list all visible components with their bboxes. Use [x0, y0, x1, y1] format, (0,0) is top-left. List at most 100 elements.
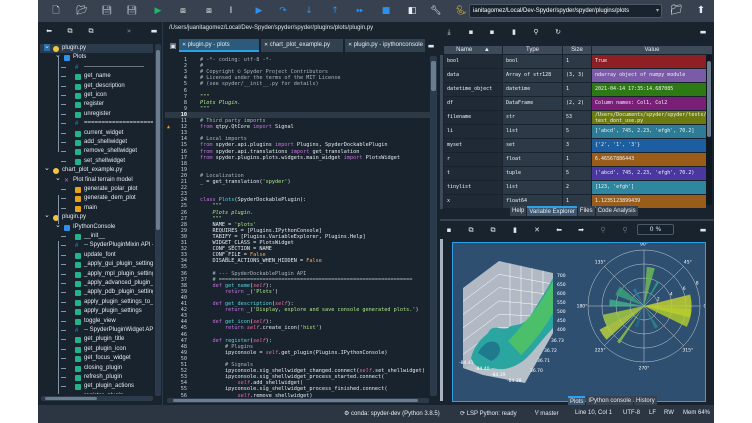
- previous-plot-icon[interactable]: ⬅: [556, 226, 562, 234]
- editor-tab[interactable]: ✕ chart_plot_example.py: [261, 39, 343, 52]
- outline-item[interactable]: # -- SpyderPluginMixin API -: [40, 241, 153, 250]
- variable-row[interactable]: datetime_object datetime 1 2021-04-14 17:35…: [444, 83, 710, 97]
- save-data-as-icon[interactable]: ▪: [489, 28, 495, 36]
- column-name[interactable]: Name ▲: [444, 46, 502, 54]
- outline-item[interactable]: ⌄ plugin.py: [40, 44, 153, 53]
- editor-tab[interactable]: ✕ plugin.py - plots: [179, 39, 259, 52]
- outline-item[interactable]: add_shellwidget: [40, 138, 153, 147]
- chevron-down-icon[interactable]: ⌄: [55, 221, 61, 229]
- go-back-icon[interactable]: ⬅: [46, 27, 52, 35]
- outline-item[interactable]: apply_plugin_settings: [40, 307, 153, 316]
- search-icon[interactable]: ⚲: [533, 28, 539, 36]
- variable-row[interactable]: r float 1 6.46567886443: [444, 153, 710, 167]
- outline-item[interactable]: get_plugin_icon: [40, 345, 153, 354]
- outline-item[interactable]: main: [40, 204, 153, 213]
- warning-icon[interactable]: ▲: [167, 124, 171, 131]
- outline-item[interactable]: # -- SpyderPluginWidget AP: [40, 326, 153, 335]
- outline-item[interactable]: current_widget: [40, 129, 153, 138]
- pane-tab[interactable]: Files: [577, 206, 595, 216]
- outline-item[interactable]: unregister: [40, 110, 153, 119]
- outline-item[interactable]: register: [40, 100, 153, 109]
- chevron-down-icon[interactable]: ⌄: [55, 174, 61, 182]
- close-tab-icon[interactable]: ✕: [348, 42, 354, 48]
- outline-item[interactable]: toggle_view: [40, 317, 153, 326]
- run-icon[interactable]: ▶: [154, 6, 162, 16]
- editor-tab[interactable]: ✕ plugin.py - ipythonconsole: [345, 39, 425, 52]
- run-cell-icon[interactable]: ⧈: [180, 6, 186, 16]
- outline-hscrollbar[interactable]: [41, 396, 153, 401]
- editor-menu-icon[interactable]: ▬: [427, 42, 435, 50]
- outline-item[interactable]: update_font: [40, 251, 153, 260]
- step-return-icon[interactable]: ↑: [331, 6, 339, 16]
- column-type[interactable]: Type: [503, 46, 562, 54]
- pane-menu-icon[interactable]: ▬: [699, 28, 707, 36]
- thumbnail-scrollbar[interactable]: [440, 239, 443, 401]
- pane-tab[interactable]: Help: [510, 206, 527, 216]
- column-value[interactable]: Value: [592, 46, 712, 54]
- outline-item[interactable]: get_description: [40, 82, 153, 91]
- editor-vscrollbar[interactable]: [430, 56, 437, 396]
- python-path-icon[interactable]: 🐍︎: [455, 6, 467, 16]
- maximize-pane-icon[interactable]: ◧: [407, 6, 417, 16]
- pane-tab[interactable]: History: [634, 396, 657, 406]
- variable-row[interactable]: myset set 3 {'2', '1', '3'}: [444, 139, 710, 153]
- outline-item[interactable]: __init__: [40, 232, 153, 241]
- outline-item[interactable]: _apply_mpl_plugin_setting: [40, 270, 153, 279]
- chevron-down-icon[interactable]: ⌄: [44, 165, 50, 173]
- save-icon[interactable]: 💾︎: [101, 6, 113, 16]
- outline-item[interactable]: get_plugin_title: [40, 335, 153, 344]
- outline-item[interactable]: generate_dem_plot: [40, 194, 153, 203]
- save-data-icon[interactable]: ▪: [468, 28, 474, 36]
- outline-item[interactable]: get_icon: [40, 91, 153, 100]
- git-branch-status[interactable]: Ⴤ master: [535, 410, 559, 417]
- outline-item[interactable]: remove_shellwidget: [40, 147, 153, 156]
- outline-item[interactable]: apply_plugin_settings_to_c: [40, 298, 153, 307]
- variable-row[interactable]: t tuple 5 ('abcd', 745, 2.23, 'efgh', 70.2): [444, 167, 710, 181]
- pane-menu-icon[interactable]: ▬: [150, 27, 158, 35]
- save-plot-icon[interactable]: ▪: [446, 226, 452, 234]
- variables-vscrollbar[interactable]: [706, 55, 712, 205]
- debug-icon[interactable]: ▶: [255, 6, 263, 16]
- more-icon[interactable]: »: [126, 27, 132, 35]
- zoom-out-icon[interactable]: ⚲: [622, 226, 628, 234]
- outline-item[interactable]: get_focus_widget: [40, 354, 153, 363]
- preferences-icon[interactable]: 🔧︎: [430, 6, 442, 16]
- outline-item[interactable]: ⌄ chart_plot_example.py: [40, 165, 153, 175]
- pane-tab[interactable]: IPython console: [586, 396, 634, 406]
- outline-item[interactable]: ⌄ plugin.py: [40, 212, 153, 222]
- parent-directory-icon[interactable]: ⬆: [696, 5, 706, 16]
- outline-item[interactable]: get_plugin_actions: [40, 382, 153, 391]
- pane-tab[interactable]: Code Analysis: [595, 206, 638, 216]
- browse-tabs-icon[interactable]: ▣: [169, 42, 177, 50]
- outline-item[interactable]: ⌄ Plots: [40, 52, 153, 62]
- close-tab-icon[interactable]: ✕: [182, 42, 188, 48]
- outline-item[interactable]: refresh_plugin: [40, 373, 153, 382]
- pane-tab[interactable]: Plots: [568, 396, 586, 406]
- outline-item[interactable]: generate_polar_plot: [40, 185, 153, 194]
- remove-all-icon[interactable]: ▮: [512, 28, 516, 36]
- outline-item[interactable]: ⌄ ✕ Plot final terrain model: [40, 174, 153, 185]
- variable-row[interactable]: filename str 53/Users/Documents/spyder/spy…: [444, 111, 710, 125]
- save-all-icon[interactable]: 💾︎: [126, 6, 138, 16]
- step-over-icon[interactable]: ↷: [279, 6, 287, 16]
- remove-plot-icon[interactable]: ▮: [513, 226, 517, 234]
- outline-item[interactable]: _apply_pdb_plugin_setting: [40, 288, 153, 297]
- pane-tab[interactable]: Variable Explorer: [527, 206, 577, 216]
- expand-all-icon[interactable]: ⧉: [88, 27, 94, 35]
- lsp-status[interactable]: ⟳ LSP Python: ready: [460, 410, 517, 417]
- variable-row[interactable]: bool bool 1 True: [444, 55, 710, 69]
- editor-hscrollbar[interactable]: [167, 398, 429, 403]
- zoom-field[interactable]: 0 %: [637, 224, 674, 235]
- variable-row[interactable]: li list 5 ['abcd', 745, 2.23, 'efgh', 70.2]: [444, 125, 710, 139]
- save-all-plots-icon[interactable]: ⧉: [468, 226, 474, 234]
- outline-item[interactable]: get_name: [40, 72, 153, 81]
- next-plot-icon[interactable]: ➡: [578, 226, 584, 234]
- stop-icon[interactable]: ■: [381, 6, 391, 16]
- outline-item[interactable]: register_plugin: [40, 392, 153, 394]
- step-into-icon[interactable]: ↓: [305, 6, 313, 16]
- outline-item[interactable]: ⌄ IPythonConsole: [40, 221, 153, 232]
- outline-item[interactable]: # ==============================: [40, 119, 153, 128]
- working-directory-combobox[interactable]: ianitagomez/Local/Dev-Spyder/spyder/spyd…: [469, 4, 662, 18]
- zoom-in-icon[interactable]: ⚲: [600, 226, 606, 234]
- run-selection-icon[interactable]: I: [229, 6, 233, 16]
